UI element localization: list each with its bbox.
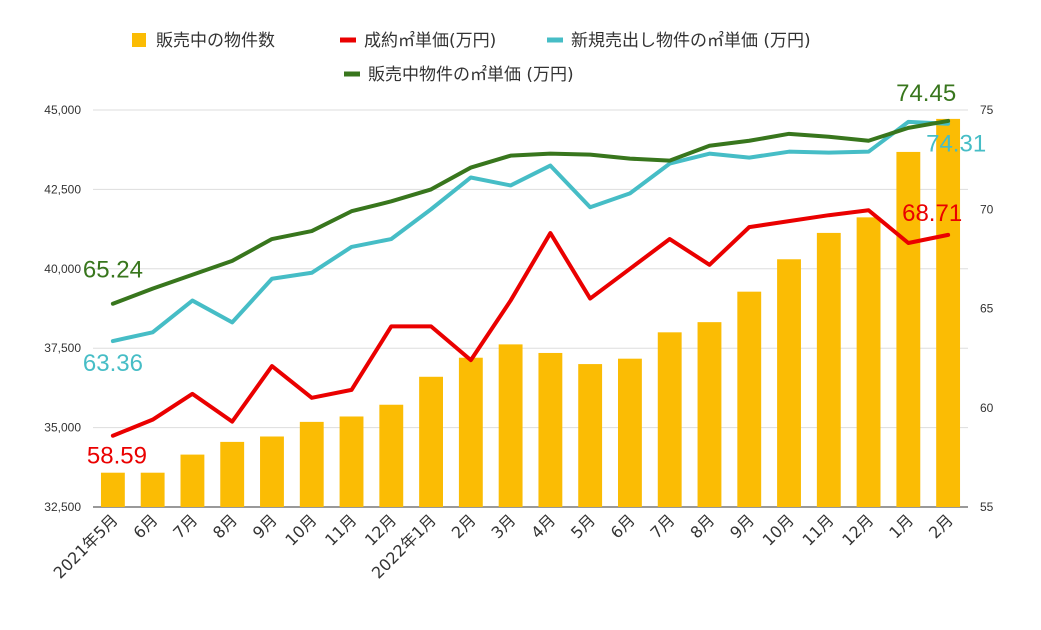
bar (657, 332, 682, 507)
right-axis-tick-label: 65 (980, 302, 994, 316)
series-line (110, 208, 951, 438)
x-axis-tick-label: 9月 (726, 510, 758, 542)
data-label: 74.45 (896, 80, 956, 107)
bar (737, 291, 762, 507)
bar (220, 441, 245, 507)
left-axis-tick-label: 35,000 (44, 421, 81, 435)
data-label: 63.36 (83, 350, 143, 377)
left-axis-tick-label: 45,000 (44, 103, 81, 117)
legend-label: 成約㎡単価(万円) (364, 31, 496, 51)
legend-label: 販売中物件の㎡単価 (万円) (368, 65, 574, 85)
bar (419, 376, 443, 507)
x-axis-tick-label: 11月 (321, 510, 360, 549)
left-axis-tick-label: 42,500 (44, 182, 81, 196)
bar (538, 352, 563, 507)
bar (777, 259, 801, 507)
x-axis-tick-label: 1月 (885, 510, 917, 542)
x-axis-tick-label: 9月 (249, 510, 281, 542)
x-axis-tick-label: 6月 (607, 510, 639, 542)
bar (936, 118, 961, 508)
legend: 販売中の物件数 成約㎡単価(万円) 新規売出し物件の㎡単価 (万円) 販売中物件の㎡単… (132, 31, 811, 85)
x-axis-tick-label: 10月 (281, 510, 320, 549)
bar (140, 472, 165, 507)
legend-marker (132, 33, 146, 47)
bar (578, 364, 603, 507)
bar (260, 436, 284, 507)
bar (458, 357, 483, 507)
x-axis-tick-label: 7月 (169, 510, 201, 542)
bar (339, 416, 364, 507)
x-axis-tick-label: 8月 (209, 510, 241, 542)
left-axis-tick-label: 32,500 (44, 500, 81, 514)
x-axis-tick-label: 8月 (686, 510, 718, 542)
x-axis-tick-label: 12月 (838, 510, 877, 549)
bar (379, 404, 404, 507)
bar (856, 217, 881, 507)
x-axis-tick-label: 7月 (647, 510, 679, 542)
x-axis-tick-label: 3月 (487, 510, 519, 542)
right-axis-tick-label: 70 (980, 202, 994, 216)
data-labels: 58.59 68.71 63.36 74.31 65.24 74.45 (83, 80, 986, 470)
series-line (110, 118, 951, 306)
bar (816, 232, 841, 507)
data-label: 58.59 (87, 443, 147, 470)
bar (180, 454, 205, 507)
data-label: 65.24 (83, 257, 143, 284)
left-axis-tick-label: 40,000 (44, 262, 81, 276)
right-axis-tick-label: 55 (980, 500, 994, 514)
bar (618, 358, 642, 507)
series-line (110, 119, 951, 344)
bar (299, 421, 324, 507)
legend-label: 新規売出し物件の㎡単価 (万円) (571, 31, 811, 51)
right-axis-tick-label: 75 (980, 103, 994, 117)
x-axis-tick-label: 4月 (527, 510, 559, 542)
bar-series (100, 118, 961, 508)
bar (498, 344, 523, 507)
data-label: 74.31 (926, 131, 986, 158)
x-axis-tick-label: 5月 (567, 510, 599, 542)
x-axis-tick-label: 2月 (448, 510, 480, 542)
bar (100, 472, 125, 507)
axes: 32,500 35,000 37,500 40,000 42,500 45,000 55 60… (44, 103, 993, 582)
x-axis-tick-label: 6月 (130, 510, 162, 542)
data-label: 68.71 (902, 200, 962, 227)
legend-label: 販売中の物件数 (156, 31, 275, 51)
x-axis-tick-label: 2021年5月 (50, 510, 122, 582)
line-series (110, 118, 951, 438)
bar (697, 322, 722, 507)
x-axis-tick-label: 11月 (798, 510, 837, 549)
x-axis-tick-label: 2月 (925, 510, 957, 542)
left-axis-tick-label: 37,500 (44, 341, 81, 355)
right-axis-tick-label: 60 (980, 401, 994, 415)
x-axis-tick-label: 10月 (759, 510, 798, 549)
